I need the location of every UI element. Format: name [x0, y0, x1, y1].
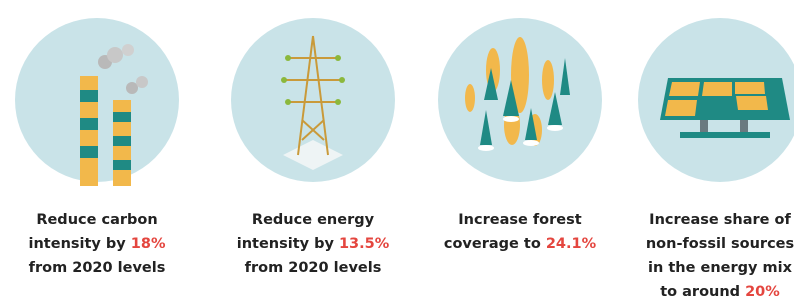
caption-text: to around — [660, 284, 740, 297]
caption-text: intensity by — [237, 236, 334, 252]
caption-line: intensity by 18% — [0, 232, 197, 256]
caption-text: from 2020 levels — [245, 260, 382, 276]
caption-line: to around 20% — [620, 280, 794, 297]
caption-line: coverage to 24.1% — [420, 232, 620, 256]
caption-line: from 2020 levels — [0, 256, 197, 280]
pylon-icon — [231, 18, 395, 182]
highlight-value: 13.5% — [339, 236, 389, 252]
caption-line: from 2020 levels — [213, 256, 413, 280]
caption: Increase share of non-fossil sources in th… — [620, 208, 794, 297]
caption-line: Reduce carbon — [0, 208, 197, 232]
caption-line: intensity by 13.5% — [213, 232, 413, 256]
forest-icon — [438, 18, 602, 182]
caption-text: intensity by — [29, 236, 126, 252]
highlight-value: 24.1% — [546, 236, 596, 252]
caption: Increase forest coverage to 24.1% — [420, 208, 620, 256]
caption-text: Increase share of — [649, 212, 791, 228]
caption: Reduce carbon intensity by 18% from 2020 le… — [0, 208, 197, 280]
caption-line: Increase forest — [420, 208, 620, 232]
highlight-value: 20% — [745, 284, 780, 297]
caption-text: Reduce energy — [252, 212, 374, 228]
chimney-icon — [15, 18, 179, 186]
caption-text: in the energy mix — [648, 260, 792, 276]
caption-text: Reduce carbon — [36, 212, 157, 228]
caption: Reduce energy intensity by 13.5% from 2020 … — [213, 208, 413, 280]
caption-text: from 2020 levels — [29, 260, 166, 276]
highlight-value: 18% — [131, 236, 166, 252]
caption-text: coverage to — [444, 236, 541, 252]
caption-line: Reduce energy — [213, 208, 413, 232]
caption-line: in the energy mix — [620, 256, 794, 280]
infographic: Reduce carbon intensity by 18% from 2020 le… — [0, 0, 794, 297]
caption-text: non-fossil sources — [646, 236, 794, 252]
caption-text: Increase forest — [458, 212, 581, 228]
caption-line: non-fossil sources — [620, 232, 794, 256]
icons — [0, 0, 794, 200]
caption-line: Increase share of — [620, 208, 794, 232]
solar-panel-icon — [638, 18, 794, 182]
